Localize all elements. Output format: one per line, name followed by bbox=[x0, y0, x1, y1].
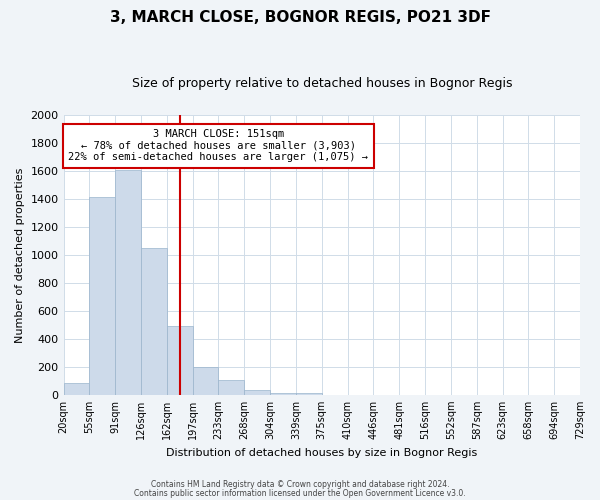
Title: Size of property relative to detached houses in Bognor Regis: Size of property relative to detached ho… bbox=[131, 78, 512, 90]
Bar bbox=[89, 197, 115, 395]
Bar bbox=[193, 367, 218, 395]
Bar bbox=[244, 390, 270, 395]
Text: Contains HM Land Registry data © Crown copyright and database right 2024.: Contains HM Land Registry data © Crown c… bbox=[151, 480, 449, 489]
Text: 3, MARCH CLOSE, BOGNOR REGIS, PO21 3DF: 3, MARCH CLOSE, BOGNOR REGIS, PO21 3DF bbox=[110, 10, 491, 25]
Bar bbox=[270, 392, 296, 395]
Bar bbox=[64, 383, 89, 395]
Bar bbox=[218, 380, 244, 395]
Y-axis label: Number of detached properties: Number of detached properties bbox=[15, 168, 25, 342]
Bar bbox=[115, 170, 141, 395]
Bar bbox=[141, 248, 167, 395]
Bar bbox=[167, 326, 193, 395]
Text: Contains public sector information licensed under the Open Government Licence v3: Contains public sector information licen… bbox=[134, 488, 466, 498]
Text: 3 MARCH CLOSE: 151sqm
← 78% of detached houses are smaller (3,903)
22% of semi-d: 3 MARCH CLOSE: 151sqm ← 78% of detached … bbox=[68, 130, 368, 162]
Bar bbox=[296, 394, 322, 395]
X-axis label: Distribution of detached houses by size in Bognor Regis: Distribution of detached houses by size … bbox=[166, 448, 478, 458]
